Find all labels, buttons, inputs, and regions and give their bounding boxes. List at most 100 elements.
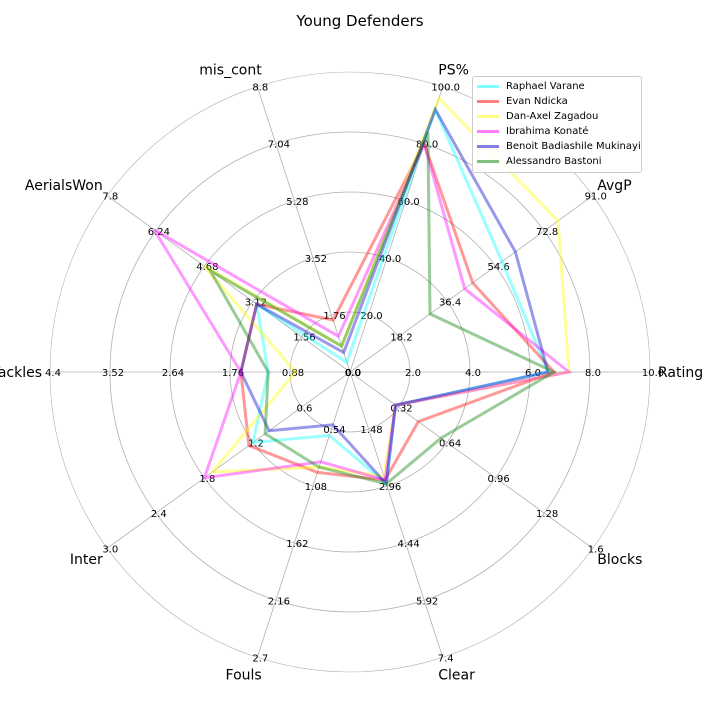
tick-label: 91.0 [585,192,607,203]
axis-label: Inter [70,552,103,568]
tick-label: 72.8 [536,227,558,238]
tick-label: 7.8 [102,192,118,203]
tick-label: 2.64 [162,368,184,379]
tick-label: 10.0 [642,368,664,379]
legend-swatch [477,130,499,133]
tick-label: 4.68 [196,262,218,273]
tick-label: 0.0 [345,368,361,379]
legend-item: Alessandro Bastoni [473,154,641,169]
legend-swatch [477,160,499,163]
tick-label: 3.52 [305,254,327,265]
tick-label: 0.54 [323,425,345,436]
tick-label: 6.0 [525,368,541,379]
tick-label: 4.0 [465,368,481,379]
tick-label: 1.6 [588,544,604,555]
tick-label: 0.0 [345,368,361,379]
tick-label: 8.0 [585,368,601,379]
legend-item: Benoit Badiashile Mukinayi [473,139,641,154]
axis-spoke [349,86,444,373]
axis-label: Rating [658,365,703,381]
tick-label: 5.28 [286,197,308,208]
axis-spoke [349,371,444,658]
legend-item: Ibrahima Konaté [473,124,641,139]
legend-label: Benoit Badiashile Mukinayi [506,141,641,152]
legend-label: Alessandro Bastoni [506,156,602,167]
tick-label: 3.12 [245,297,267,308]
tick-label: 36.4 [439,297,461,308]
axis-label: mis_cont [199,63,262,79]
tick-label: 1.56 [293,333,315,344]
axis-spoke [107,371,351,549]
series-line [239,139,557,482]
axis-spoke [349,371,593,549]
tick-label: 0.0 [345,368,361,379]
legend-label: Evan Ndicka [506,96,568,107]
series-line [205,131,558,486]
axis-label: Clear [438,667,475,683]
legend: Raphael Varane Evan Ndicka Dan-Axel Zagado… [472,76,642,173]
chart-title: Young Defenders [295,12,423,30]
tick-label: 7.4 [438,653,454,664]
tick-label: 1.76 [222,368,244,379]
tick-label: 1.08 [305,482,327,493]
axis-label: Blocks [597,552,642,568]
axis-label: Tackles [0,365,42,381]
tick-label: 0.0 [345,368,361,379]
axis-spoke [256,86,351,373]
tick-label: 0.96 [487,474,509,485]
tick-label: 2.0 [405,368,421,379]
tick-label: 0.6 [297,403,313,414]
tick-label: 2.7 [252,653,268,664]
tick-label: 0.88 [282,368,304,379]
legend-item: Dan-Axel Zagadou [473,109,641,124]
tick-label: 5.92 [416,596,438,607]
tick-label: 1.28 [536,509,558,520]
axis-spoke [256,371,351,658]
radar-grid [49,71,651,673]
tick-label: 7.04 [268,140,290,151]
tick-label: 1.48 [360,425,382,436]
tick-label: 3.52 [102,368,124,379]
axis-label: Fouls [226,667,262,683]
legend-swatch [477,115,499,118]
tick-label: 2.4 [151,509,167,520]
tick-label: 100.0 [431,83,460,94]
tick-label: 8.8 [252,83,268,94]
tick-label: 1.76 [323,311,345,322]
axis-label: AerialsWon [25,178,103,194]
tick-label: 2.96 [379,482,401,493]
series-layer [152,95,573,488]
series-line [239,105,550,488]
tick-label: 4.44 [397,539,419,550]
tick-label: 18.2 [390,333,412,344]
tick-label: 0.0 [345,368,361,379]
legend-swatch [477,85,499,88]
legend-label: Raphael Varane [506,81,585,92]
tick-label: 4.4 [45,368,61,379]
legend-swatch [477,100,499,103]
tick-label: 0.0 [345,368,361,379]
tick-label: 40.0 [379,254,401,265]
tick-label: 0.0 [345,368,361,379]
axis-labels: Rating AvgP PS% mis_cont AerialsWon Tackles In… [0,63,703,684]
legend-label: Dan-Axel Zagadou [506,111,599,122]
tick-label: 1.8 [199,474,215,485]
series-line [250,105,551,487]
tick-labels: 0.0 2.0 4.0 6.0 8.0 10.00.018.236.454.672.891… [45,83,664,665]
axis-spoke [107,195,351,373]
tick-label: 6.24 [148,227,170,238]
legend-swatch [477,145,499,148]
tick-label: 3.0 [102,544,118,555]
legend-label: Ibrahima Konaté [506,126,589,137]
series-line [152,139,573,482]
tick-label: 0.0 [345,368,361,379]
axis-label: PS% [438,63,469,79]
tick-label: 20.0 [360,311,382,322]
legend-item: Evan Ndicka [473,94,641,109]
tick-label: 60.0 [397,197,419,208]
tick-label: 0.64 [439,439,461,450]
tick-label: 0.0 [345,368,361,379]
legend-item: Raphael Varane [473,79,641,94]
tick-label: 1.62 [286,539,308,550]
